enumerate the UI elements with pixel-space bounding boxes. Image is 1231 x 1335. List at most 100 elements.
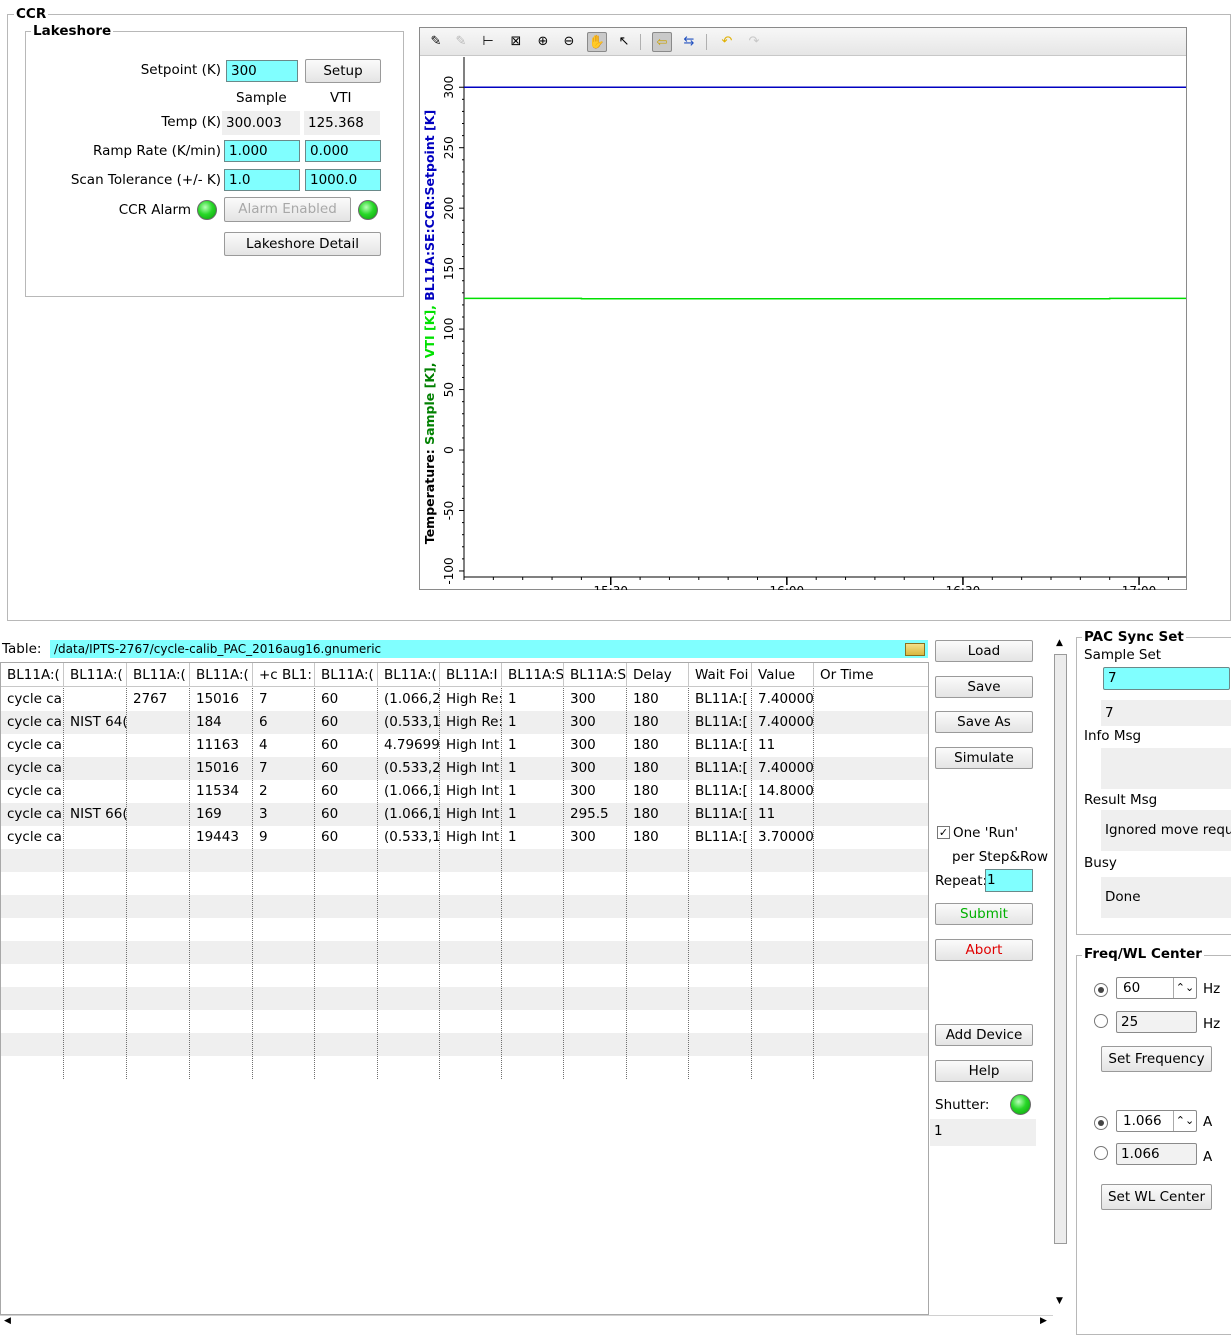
table-cell[interactable]: 60 — [315, 688, 378, 711]
table-cell[interactable] — [64, 757, 127, 780]
table-cell[interactable]: cycle ca — [1, 803, 64, 826]
column-header[interactable]: BL11A:( — [190, 663, 253, 687]
column-header[interactable]: BL11A:( — [1, 663, 64, 687]
table-cell[interactable]: 1 — [502, 780, 564, 803]
table-cell[interactable]: BL11A:[ — [689, 734, 752, 757]
table-cell[interactable] — [127, 711, 190, 734]
table-cell[interactable]: 4.79699 — [378, 734, 440, 757]
horizontal-scrollbar[interactable]: ◀ ▶ — [0, 1315, 1053, 1327]
table-cell[interactable] — [127, 826, 190, 849]
table-row[interactable] — [1, 941, 928, 964]
table-cell[interactable]: 60 — [315, 780, 378, 803]
table-path-field[interactable]: /data/IPTS-2767/cycle-calib_PAC_2016aug1… — [50, 640, 928, 658]
table-cell[interactable]: 1 — [502, 734, 564, 757]
table-cell[interactable]: BL11A:[ — [689, 803, 752, 826]
table-row[interactable] — [1, 964, 928, 987]
table-cell[interactable]: BL11A:[ — [689, 711, 752, 734]
table-cell[interactable]: BL11A:[ — [689, 826, 752, 849]
table-cell[interactable]: 2 — [253, 780, 315, 803]
scan-tolerance-sample-input[interactable]: 1.0 — [224, 169, 300, 191]
table-cell[interactable]: 6 — [253, 711, 315, 734]
table-cell[interactable]: 300 — [564, 757, 627, 780]
table-cell[interactable]: 180 — [627, 803, 689, 826]
crosshair-icon[interactable]: ⊢ — [478, 32, 498, 52]
table-row[interactable] — [1, 1056, 928, 1079]
table-cell[interactable]: 1 — [502, 711, 564, 734]
table-cell[interactable]: 169 — [190, 803, 253, 826]
table-cell[interactable] — [64, 780, 127, 803]
table-cell[interactable]: 1 — [502, 757, 564, 780]
table-cell[interactable] — [64, 688, 127, 711]
table-cell[interactable]: 1 — [502, 688, 564, 711]
set-wl-center-button[interactable]: Set WL Center — [1101, 1184, 1212, 1210]
frequency-spinbox[interactable]: 60 ⌃⌄ — [1116, 977, 1197, 999]
column-header[interactable]: BL11A:( — [127, 663, 190, 687]
vertical-scrollbar[interactable]: ▲ ▼ — [1053, 636, 1068, 1316]
table-cell[interactable]: 180 — [627, 734, 689, 757]
freq-radio-setpoint[interactable] — [1094, 983, 1108, 997]
table-cell[interactable]: cycle ca — [1, 711, 64, 734]
table-cell[interactable]: cycle ca — [1, 780, 64, 803]
table-cell[interactable]: (1.066,1 — [378, 803, 440, 826]
column-header[interactable]: BL11A:( — [315, 663, 378, 687]
table-cell[interactable]: 2767 — [127, 688, 190, 711]
spin-updown-icon[interactable]: ⌃⌄ — [1173, 1111, 1196, 1131]
table-cell[interactable]: BL11A:[ — [689, 688, 752, 711]
setup-button[interactable]: Setup — [305, 59, 381, 83]
table-cell[interactable]: 295.5 — [564, 803, 627, 826]
pointer-icon[interactable]: ↖ — [614, 32, 634, 52]
abort-button[interactable]: Abort — [935, 939, 1033, 961]
repeat-input[interactable]: 1 — [985, 869, 1033, 892]
scroll-down-icon[interactable]: ▼ — [1056, 1296, 1063, 1306]
table-cell[interactable]: 19443 — [190, 826, 253, 849]
back-arrow-icon[interactable]: ⇦ — [652, 32, 672, 52]
table-cell[interactable]: 60 — [315, 803, 378, 826]
column-header[interactable]: Delay — [627, 663, 689, 687]
table-cell[interactable]: 7.40000 — [752, 688, 814, 711]
table-cell[interactable] — [64, 734, 127, 757]
table-cell[interactable] — [127, 757, 190, 780]
alarm-enabled-button[interactable]: Alarm Enabled — [224, 197, 351, 222]
table-cell[interactable]: (0.533,1 — [378, 826, 440, 849]
one-run-checkbox[interactable]: ✓ — [937, 826, 950, 839]
scroll-up-icon[interactable]: ▲ — [1056, 638, 1063, 648]
scroll-left-icon[interactable]: ◀ — [4, 1316, 11, 1326]
table-cell[interactable]: 9 — [253, 826, 315, 849]
zoom-out-icon[interactable]: ⊖ — [559, 32, 579, 52]
zoom-in-icon[interactable]: ⊕ — [533, 32, 553, 52]
table-cell[interactable]: 7.40000 — [752, 711, 814, 734]
table-cell[interactable] — [127, 803, 190, 826]
table-cell[interactable]: 60 — [315, 826, 378, 849]
auto-scale-icon[interactable]: ⊠ — [506, 32, 526, 52]
table-cell[interactable]: 1 — [502, 803, 564, 826]
table-cell[interactable] — [127, 734, 190, 757]
table-cell[interactable] — [814, 826, 929, 849]
table-cell[interactable]: 11534 — [190, 780, 253, 803]
table-cell[interactable]: cycle ca — [1, 688, 64, 711]
table-cell[interactable]: High Int — [440, 734, 502, 757]
temperature-plot[interactable]: -100-5005010015020025030015:302016-08-16… — [420, 57, 1186, 590]
table-cell[interactable]: cycle ca — [1, 757, 64, 780]
column-header[interactable]: BL11A:I — [440, 663, 502, 687]
table-row[interactable] — [1, 987, 928, 1010]
set-frequency-button[interactable]: Set Frequency — [1101, 1046, 1212, 1072]
table-cell[interactable]: High Int — [440, 757, 502, 780]
table-cell[interactable]: 300 — [564, 711, 627, 734]
redo-icon[interactable]: ↷ — [744, 32, 764, 52]
ramp-rate-sample-input[interactable]: 1.000 — [224, 140, 300, 162]
edit-axis-disabled-icon[interactable]: ✎ — [451, 32, 471, 52]
table-cell[interactable]: 300 — [564, 734, 627, 757]
table-cell[interactable]: 7 — [253, 688, 315, 711]
table-cell[interactable]: 60 — [315, 757, 378, 780]
time-range-icon[interactable]: ⇆ — [679, 32, 699, 52]
table-cell[interactable]: 184 — [190, 711, 253, 734]
table-cell[interactable]: (0.533,1 — [378, 711, 440, 734]
table-cell[interactable]: BL11A:[ — [689, 757, 752, 780]
table-cell[interactable]: 180 — [627, 711, 689, 734]
column-header[interactable]: Wait Foi — [689, 663, 752, 687]
sample-set-input[interactable]: 7 — [1103, 667, 1230, 690]
data-table[interactable]: BL11A:(BL11A:(BL11A:(BL11A:(+c BL1:BL11A… — [0, 662, 929, 1315]
table-cell[interactable]: NIST 66( — [64, 803, 127, 826]
